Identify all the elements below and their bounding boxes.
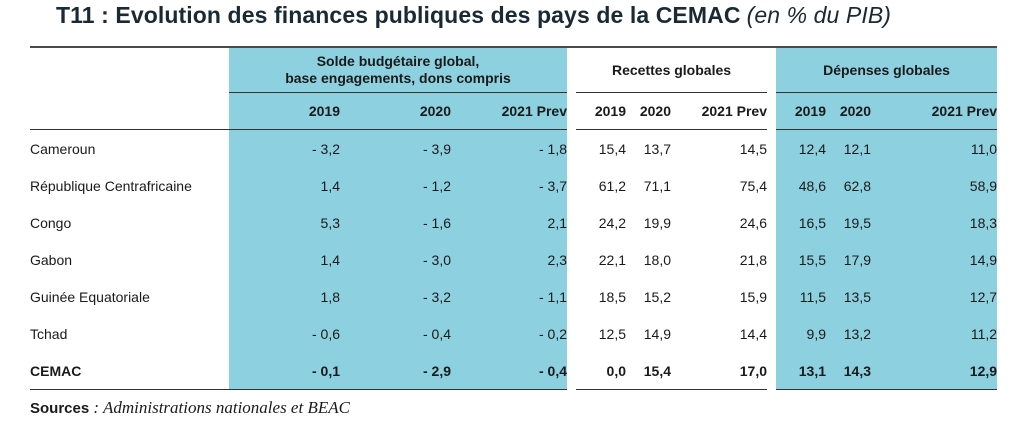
year-header: 2019	[576, 92, 627, 130]
row-label: Congo	[30, 214, 72, 231]
cell-value: 9,9	[776, 315, 827, 352]
year-header: 2021 Prev	[871, 92, 998, 130]
row-label: République Centrafricaine	[30, 177, 192, 194]
cell-value: - 3,2	[340, 278, 451, 315]
table-row-total: CEMAC - 0,1- 2,9- 0,4 0,0 15,4 17,0 13,1 14,3 1…	[30, 352, 998, 390]
table-row: Guinée Equatoriale 1,8- 3,2- 1,1 18,5 15,2 1…	[30, 278, 998, 315]
cell-value: - 2,9	[340, 352, 451, 390]
cell-value: 2,3	[451, 241, 568, 278]
cell-value: 14,3	[826, 352, 872, 390]
cell-value: 21,8	[671, 241, 768, 278]
cell-value: 15,4	[576, 129, 627, 167]
row-label: Tchad	[30, 325, 68, 342]
cell-value: 62,8	[826, 167, 872, 204]
sources-note: Sources : Administrations nationales et …	[30, 398, 350, 418]
year-header: 2019	[776, 92, 827, 130]
cell-value: 75,4	[671, 167, 768, 204]
year-header: 2020	[826, 92, 872, 130]
row-label: Gabon	[30, 251, 73, 268]
cell-value: - 3,9	[340, 129, 451, 167]
group-header-recettes: Recettes globales	[576, 46, 768, 93]
group-header-depenses: Dépenses globales	[776, 46, 998, 93]
cell-value: - 1,8	[451, 129, 568, 167]
table-body: Cameroun - 3,2- 3,9- 1,8 15,4 13,7 14,5 12,4 1…	[30, 129, 998, 390]
cell-value: 15,2	[626, 278, 672, 315]
table-row: République Centrafricaine 1,4- 1,2- 3,7 61…	[30, 167, 998, 204]
cell-value: - 0,4	[340, 315, 451, 352]
cell-value: 48,6	[776, 167, 827, 204]
cell-value: 11,2	[871, 315, 998, 352]
cell-value: 14,5	[671, 129, 768, 167]
cell-value: 22,1	[576, 241, 627, 278]
cell-value: 61,2	[576, 167, 627, 204]
cell-value: 12,1	[826, 129, 872, 167]
year-header-row: 2019 2020 2021 Prev 2019 2020 2021 Prev …	[30, 92, 998, 130]
cell-value: 15,5	[776, 241, 827, 278]
cell-value: 13,7	[626, 129, 672, 167]
table-title: T11 : Evolution des finances publiques d…	[56, 2, 891, 29]
cell-value: 58,9	[871, 167, 998, 204]
cell-value: 1,8	[229, 278, 340, 315]
cell-value: 19,9	[626, 204, 672, 241]
cell-value: 17,0	[671, 352, 768, 390]
cell-value: 12,7	[871, 278, 998, 315]
title-text: T11 : Evolution des finances publiques d…	[56, 2, 741, 28]
cell-value: 13,5	[826, 278, 872, 315]
group-header-solde: Solde budgétaire global, base engagement…	[229, 46, 568, 93]
cell-value: - 0,2	[451, 315, 568, 352]
cell-value: - 3,0	[340, 241, 451, 278]
title-unit: (en % du PIB)	[746, 2, 892, 28]
cell-value: 11,0	[871, 129, 998, 167]
cell-value: 18,3	[871, 204, 998, 241]
year-header: 2019	[229, 92, 340, 130]
cell-value: 1,4	[229, 241, 340, 278]
table-row: Cameroun - 3,2- 3,9- 1,8 15,4 13,7 14,5 12,4 1…	[30, 129, 998, 167]
cell-value: - 1,6	[340, 204, 451, 241]
year-header: 2021 Prev	[451, 92, 568, 130]
cell-value: - 3,2	[229, 129, 340, 167]
cell-value: 0,0	[576, 352, 627, 390]
sources-text: : Administrations nationales et BEAC	[93, 398, 350, 417]
cell-value: - 0,1	[229, 352, 340, 390]
cell-value: 15,4	[626, 352, 672, 390]
cell-value: 18,5	[576, 278, 627, 315]
group-header-row: Solde budgétaire global, base engagement…	[30, 46, 998, 93]
table-row: Congo 5,3- 1,6 2,1 24,2 19,9 24,6 16,5 19,5 18,3	[30, 204, 998, 241]
cell-value: 17,9	[826, 241, 872, 278]
cell-value: 13,1	[776, 352, 827, 390]
cell-value: - 0,4	[451, 352, 568, 390]
sources-label: Sources	[30, 400, 90, 417]
year-header: 2020	[340, 92, 451, 130]
year-header: 2021 Prev	[671, 92, 768, 130]
table-row: Tchad - 0,6- 0,4- 0,2 12,5 14,9 14,4 9,9 13,2 1…	[30, 315, 998, 352]
cell-value: 1,4	[229, 167, 340, 204]
cell-value: 12,9	[871, 352, 998, 390]
cell-value: 13,2	[826, 315, 872, 352]
cell-value: 24,2	[576, 204, 627, 241]
year-header: 2020	[626, 92, 672, 130]
cell-value: 11,5	[776, 278, 827, 315]
table-row: Gabon 1,4- 3,0 2,3 22,1 18,0 21,8 15,5 17,9 14,9	[30, 241, 998, 278]
cell-value: 5,3	[229, 204, 340, 241]
finance-table: Solde budgétaire global, base engagement…	[30, 46, 998, 390]
cell-value: 14,4	[671, 315, 768, 352]
cell-value: 14,9	[626, 315, 672, 352]
cell-value: - 1,1	[451, 278, 568, 315]
cell-value: 18,0	[626, 241, 672, 278]
cell-value: 2,1	[451, 204, 568, 241]
cell-value: 15,9	[671, 278, 768, 315]
cell-value: 24,6	[671, 204, 768, 241]
cell-value: 16,5	[776, 204, 827, 241]
cell-value: - 1,2	[340, 167, 451, 204]
row-label: CEMAC	[30, 352, 229, 390]
cell-value: 14,9	[871, 241, 998, 278]
row-label: Guinée Equatoriale	[30, 288, 150, 305]
cell-value: 19,5	[826, 204, 872, 241]
cell-value: 12,5	[576, 315, 627, 352]
cell-value: 71,1	[626, 167, 672, 204]
cell-value: - 0,6	[229, 315, 340, 352]
cell-value: 12,4	[776, 129, 827, 167]
row-label: Cameroun	[30, 140, 96, 157]
cell-value: - 3,7	[451, 167, 568, 204]
